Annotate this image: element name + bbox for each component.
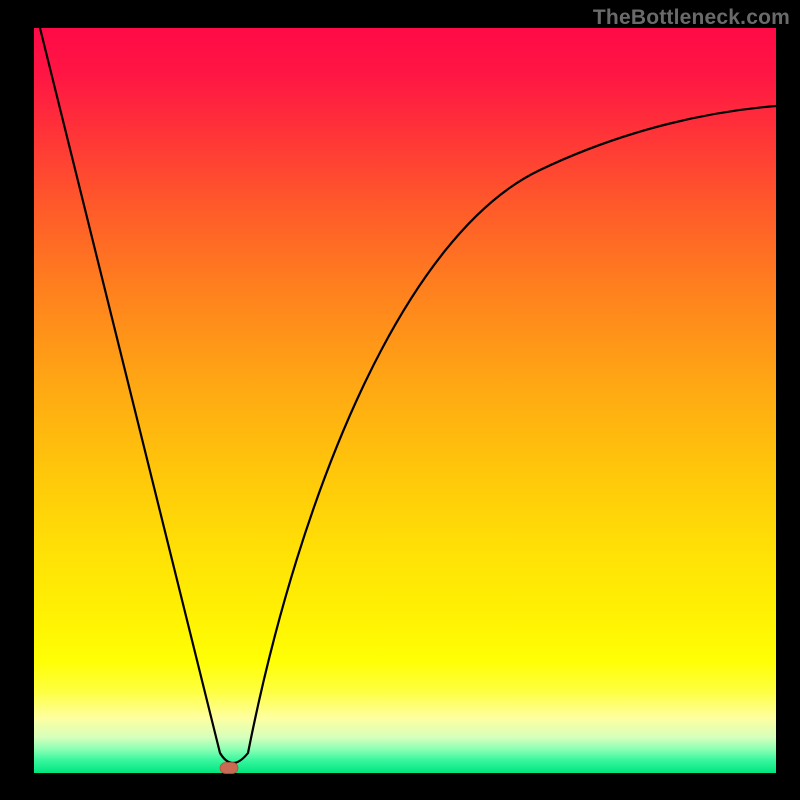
watermark-text: TheBottleneck.com (593, 6, 790, 30)
bottleneck-curve (0, 0, 800, 800)
valley-marker (220, 763, 238, 774)
bottleneck-curve-path (39, 24, 776, 763)
chart-frame: TheBottleneck.com (0, 0, 800, 800)
